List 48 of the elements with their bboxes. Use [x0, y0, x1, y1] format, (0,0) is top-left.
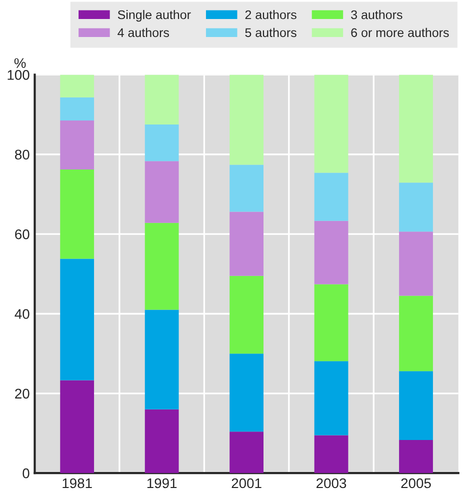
x-tick-label: 2003 — [316, 478, 346, 488]
bar — [399, 371, 433, 440]
y-tick-label: 0 — [22, 468, 30, 478]
bar — [60, 74, 94, 98]
legend-label: 2 authors — [245, 10, 296, 20]
bar — [314, 435, 348, 474]
bar — [60, 380, 94, 474]
y-axis-title: % — [14, 58, 26, 68]
legend-label: 6 or more authors — [351, 28, 449, 38]
y-tick-label: 40 — [14, 309, 30, 319]
y-tick-label: 80 — [15, 150, 30, 160]
legend-label: Single author — [118, 10, 191, 22]
bar — [230, 164, 264, 212]
bar — [399, 440, 433, 474]
bar — [314, 284, 348, 362]
x-tick-label: 1981 — [62, 478, 92, 488]
bar — [230, 276, 264, 354]
y-tick-label: 20 — [15, 388, 30, 399]
bar — [60, 170, 94, 259]
x-tick-label: 2005 — [401, 478, 431, 488]
bar — [314, 220, 348, 284]
bar — [144, 310, 179, 410]
bar — [230, 354, 264, 432]
y-tick-label: 100 — [8, 70, 30, 80]
bar — [399, 182, 433, 232]
x-tick-label: 2001 — [232, 478, 262, 488]
bar — [60, 97, 94, 121]
bar — [230, 212, 264, 276]
y-tick-label: 60 — [15, 229, 30, 240]
x-tick-label: 1991 — [147, 478, 177, 488]
legend-label: 4 authors — [118, 28, 169, 38]
bar — [230, 74, 264, 165]
bar — [60, 120, 94, 170]
bar — [144, 74, 179, 124]
bar — [144, 409, 179, 474]
bar — [314, 74, 348, 173]
bar — [399, 74, 433, 183]
bar — [399, 232, 433, 296]
legend-label: 3 authors — [351, 10, 402, 20]
bar — [314, 172, 348, 221]
bar — [230, 432, 264, 474]
bar — [399, 296, 433, 372]
bar — [314, 361, 348, 436]
legend-label: 5 authors — [245, 28, 296, 38]
bar — [144, 222, 179, 310]
bar — [144, 124, 179, 162]
bar — [144, 161, 179, 223]
bar — [60, 258, 94, 380]
